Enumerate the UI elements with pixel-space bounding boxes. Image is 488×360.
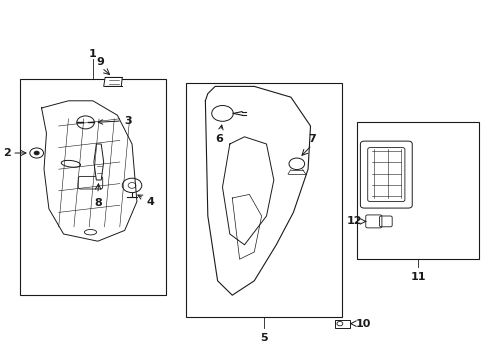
- Text: 8: 8: [94, 198, 102, 208]
- Bar: [185, 83, 342, 317]
- Text: 3: 3: [98, 116, 132, 126]
- Text: 2: 2: [3, 148, 11, 158]
- Bar: [334, 320, 349, 328]
- Text: 10: 10: [355, 319, 370, 329]
- Text: 6: 6: [215, 125, 223, 144]
- Text: 4: 4: [138, 195, 154, 207]
- Text: 7: 7: [307, 134, 315, 144]
- Polygon shape: [103, 77, 122, 86]
- Bar: [356, 122, 478, 259]
- Text: 11: 11: [409, 272, 425, 282]
- Text: 12: 12: [346, 216, 361, 226]
- Circle shape: [34, 151, 39, 155]
- Text: 9: 9: [96, 57, 104, 67]
- Text: 1: 1: [89, 49, 97, 59]
- Bar: [20, 79, 166, 295]
- Text: 5: 5: [260, 333, 267, 343]
- Polygon shape: [94, 144, 103, 180]
